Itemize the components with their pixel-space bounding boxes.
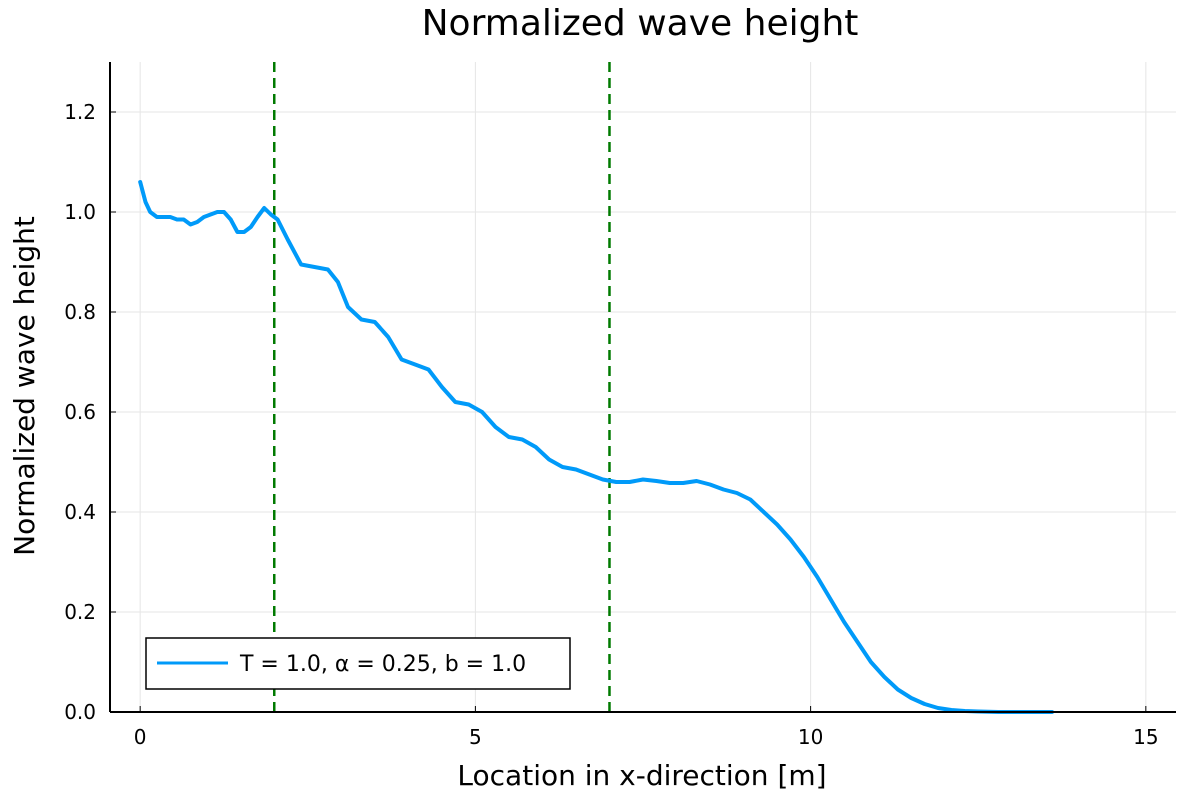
- x-tick-label: 15: [1133, 725, 1158, 749]
- series-line: [138, 180, 1054, 714]
- y-tick-label: 0.4: [64, 500, 96, 524]
- legend-label: T = 1.0, α = 0.25, b = 1.0: [239, 652, 526, 677]
- grid: [110, 62, 1176, 713]
- x-tick-label: 5: [469, 725, 482, 749]
- axes: [109, 62, 1176, 713]
- reference-lines: [273, 62, 611, 712]
- x-tick-label: 0: [134, 725, 147, 749]
- y-axis-label: Normalized wave height: [8, 216, 41, 556]
- legend: T = 1.0, α = 0.25, b = 1.0: [145, 637, 571, 690]
- y-tick-label: 0.0: [64, 700, 96, 724]
- ticks: 0 5 10 15 0.0 0.2 0.4 0.6 0.8 1.0 1.2: [64, 100, 1158, 749]
- series-group: [138, 180, 1054, 714]
- y-tick-label: 1.0: [64, 200, 96, 224]
- x-axis-label: Location in x-direction [m]: [457, 759, 826, 792]
- x-tick-label: 10: [798, 725, 823, 749]
- y-tick-label: 0.2: [64, 600, 96, 624]
- y-tick-label: 0.6: [64, 400, 96, 424]
- chart-title: Normalized wave height: [422, 3, 859, 44]
- y-tick-label: 1.2: [64, 100, 96, 124]
- y-tick-label: 0.8: [64, 300, 96, 324]
